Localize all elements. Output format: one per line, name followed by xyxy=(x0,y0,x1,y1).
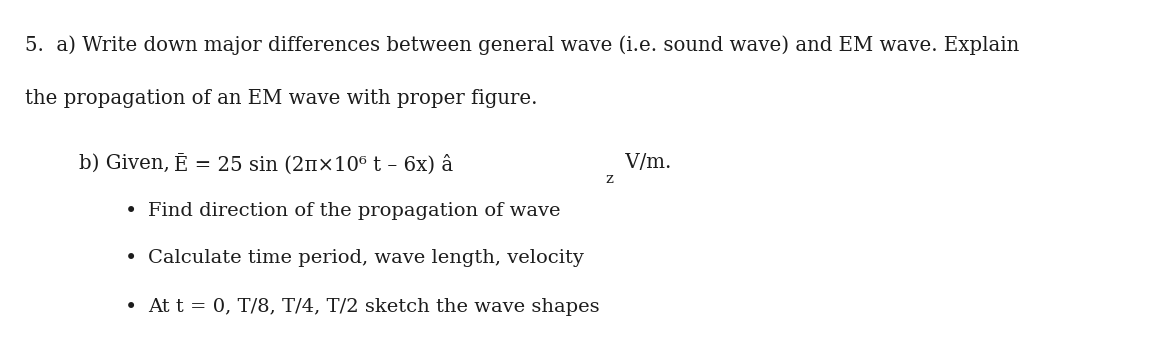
Text: •: • xyxy=(125,202,138,221)
Text: z: z xyxy=(605,172,613,186)
Text: the propagation of an EM wave with proper figure.: the propagation of an EM wave with prope… xyxy=(25,89,538,108)
Text: V/m.: V/m. xyxy=(619,153,671,172)
Text: 5.  a) Write down major differences between general wave (i.e. sound wave) and E: 5. a) Write down major differences betwe… xyxy=(25,35,1019,55)
Text: •: • xyxy=(125,298,138,317)
Text: Calculate time period, wave length, velocity: Calculate time period, wave length, velo… xyxy=(148,249,584,267)
Text: b) Given,: b) Given, xyxy=(79,153,182,172)
Text: Find direction of the propagation of wave: Find direction of the propagation of wav… xyxy=(148,202,561,220)
Text: At t = 0, T/8, T/4, T/2 sketch the wave shapes: At t = 0, T/8, T/4, T/2 sketch the wave … xyxy=(148,298,599,316)
Text: Ē = 25 sin (2π×10⁶ t – 6x) â: Ē = 25 sin (2π×10⁶ t – 6x) â xyxy=(174,153,452,175)
Text: •: • xyxy=(125,249,138,268)
